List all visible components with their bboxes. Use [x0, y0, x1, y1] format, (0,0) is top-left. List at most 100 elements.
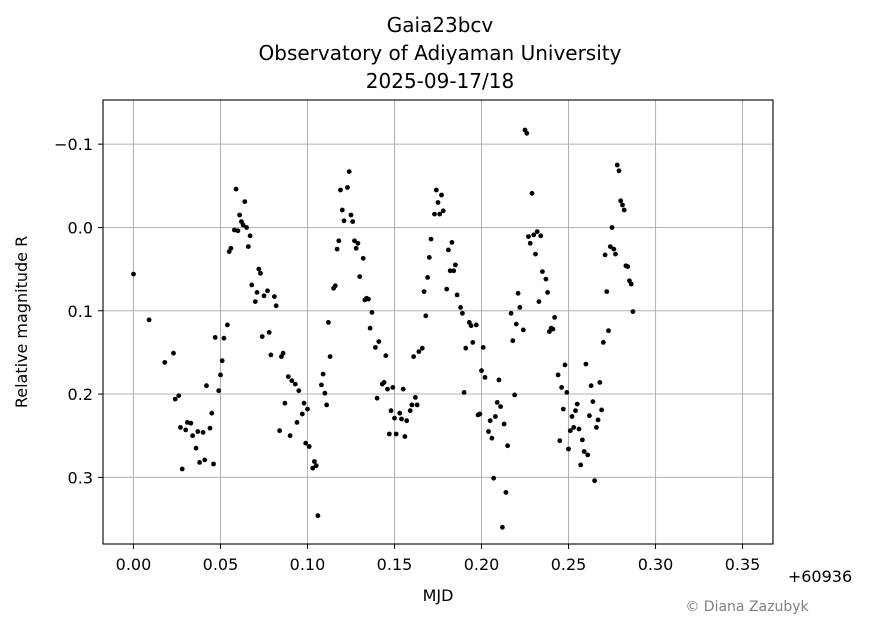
chart-title-line-3: 2025-09-17/18	[366, 69, 514, 93]
data-point	[296, 388, 302, 394]
data-point	[625, 264, 631, 269]
data-point	[265, 288, 270, 294]
y-tick-label: 0.2	[68, 385, 93, 404]
data-point	[305, 406, 310, 412]
data-point	[346, 169, 352, 175]
data-point	[515, 290, 521, 296]
data-point	[613, 251, 618, 257]
data-point	[357, 274, 363, 279]
data-point	[252, 299, 258, 304]
data-point	[233, 186, 239, 192]
data-point	[607, 244, 613, 250]
data-point	[172, 396, 178, 402]
data-point	[510, 338, 516, 344]
data-point	[386, 431, 392, 437]
data-point	[369, 310, 375, 315]
data-point	[409, 402, 415, 408]
data-point	[336, 238, 342, 244]
data-point	[390, 385, 396, 390]
data-point	[581, 449, 587, 454]
data-point	[480, 345, 486, 350]
y-tick-label: 0.3	[68, 468, 93, 487]
data-point	[433, 187, 439, 193]
data-point	[322, 390, 328, 396]
data-point	[426, 255, 432, 260]
data-point	[543, 276, 549, 282]
data-point	[193, 445, 199, 451]
data-point	[440, 208, 446, 214]
data-point	[258, 270, 263, 276]
data-point	[524, 130, 530, 136]
data-point	[240, 222, 246, 228]
data-point	[339, 207, 345, 213]
data-point	[195, 429, 201, 434]
data-point	[162, 360, 168, 365]
data-point	[350, 219, 356, 225]
data-point	[178, 425, 183, 430]
data-point	[324, 402, 329, 408]
data-point	[489, 435, 495, 441]
data-point	[536, 299, 542, 304]
data-point	[513, 321, 519, 327]
data-point	[381, 380, 387, 385]
data-point	[529, 190, 535, 196]
data-point	[592, 478, 597, 484]
data-point	[569, 414, 575, 419]
data-point	[285, 374, 291, 379]
data-point	[560, 406, 566, 412]
data-point	[414, 402, 420, 408]
data-point	[460, 310, 465, 316]
data-point	[207, 425, 213, 431]
data-point	[345, 185, 350, 190]
data-point	[567, 428, 573, 434]
data-point	[280, 350, 286, 356]
data-point	[555, 372, 561, 378]
data-point	[428, 236, 434, 242]
data-point	[259, 334, 265, 339]
data-point	[254, 290, 260, 295]
data-point	[578, 462, 584, 468]
x-tick-label: 0.20	[464, 555, 500, 574]
data-point	[228, 245, 234, 251]
data-point	[550, 326, 556, 332]
data-point	[197, 460, 203, 465]
data-point	[493, 414, 498, 419]
data-point	[482, 375, 488, 380]
data-point	[256, 266, 262, 272]
data-point	[235, 228, 241, 234]
data-point	[244, 225, 250, 230]
data-point	[552, 315, 557, 320]
data-point	[249, 282, 255, 288]
data-point	[621, 207, 627, 213]
data-point	[419, 345, 425, 351]
x-axis-offset-label: +60936	[788, 567, 852, 586]
data-point	[374, 395, 380, 401]
x-tick-label: 0.00	[116, 555, 152, 574]
data-point	[534, 229, 540, 235]
data-point	[594, 425, 599, 430]
data-point	[313, 463, 319, 469]
data-point	[219, 358, 225, 364]
data-point	[183, 427, 189, 433]
data-point	[630, 309, 636, 314]
grid-lines	[103, 100, 773, 544]
x-tick-label: 0.25	[551, 555, 587, 574]
data-point	[216, 388, 222, 394]
data-point	[315, 513, 321, 519]
data-point	[574, 401, 580, 407]
y-axis-ticks: −0.1 0.0 0.1 0.2 0.3	[54, 135, 103, 487]
data-point	[545, 290, 550, 295]
data-point	[188, 420, 194, 426]
data-point	[247, 233, 253, 239]
data-point	[616, 168, 622, 174]
data-point	[458, 305, 463, 310]
data-point	[421, 289, 427, 294]
x-axis-ticks: 0.00 0.05 0.10 0.15 0.20 0.25 0.30 0.35	[116, 544, 760, 574]
data-point	[353, 245, 359, 251]
data-point	[611, 246, 617, 252]
data-point	[273, 303, 279, 309]
data-point	[439, 192, 444, 198]
y-axis-label: Relative magnitude R	[12, 236, 31, 408]
data-point	[473, 322, 479, 328]
